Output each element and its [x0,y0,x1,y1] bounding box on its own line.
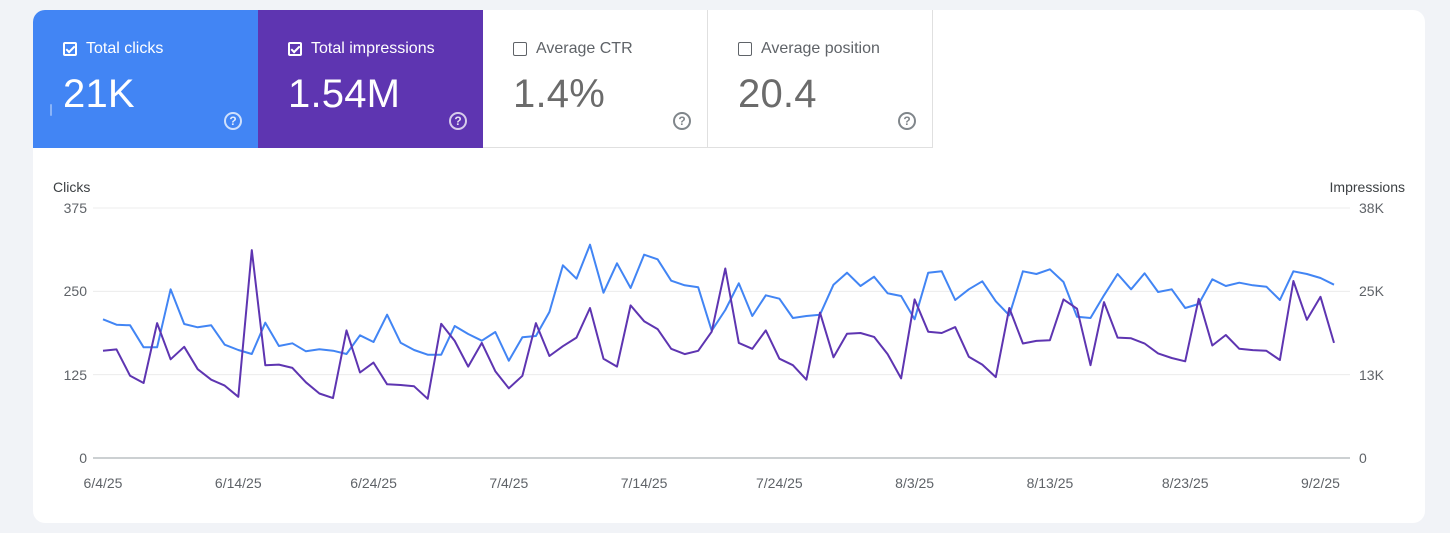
help-icon[interactable]: ? [224,112,242,130]
performance-panel: Total clicks 21K ? Total impressions 1.5… [33,10,1425,523]
average-position-checkbox-icon[interactable] [738,42,752,56]
y-right-tick-label: 25K [1359,283,1384,300]
x-tick-label: 7/14/25 [620,475,668,491]
total-clicks-value: 21K [63,72,135,116]
x-tick-label: 8/13/25 [1026,475,1074,491]
x-tick-label: 6/14/25 [214,475,262,491]
y-right-tick-label: 0 [1359,450,1367,466]
y-left-tick-label: 0 [79,450,87,466]
y-right-tick-label: 38K [1359,200,1384,216]
total-impressions-checkbox-icon[interactable] [288,42,302,56]
series-line-total-clicks [102,243,1335,362]
x-tick-label: 6/24/25 [350,475,397,491]
help-icon[interactable]: ? [898,112,916,130]
y-left-axis-title: Clicks [53,179,91,195]
line-chart [93,207,1350,459]
y-right-axis-title: Impressions [1329,179,1405,195]
x-tick-label: 6/4/25 [83,475,123,491]
x-tick-label: 8/3/25 [895,475,935,491]
x-tick-label: 9/2/25 [1301,475,1340,491]
total-clicks-checkbox-icon[interactable] [63,42,77,56]
y-left-tick-label: 250 [63,283,87,300]
help-icon[interactable]: ? [449,112,467,130]
x-tick-label: 7/24/25 [756,475,803,491]
average-ctr-value: 1.4% [513,72,605,116]
total-clicks-label: Total clicks [86,40,164,57]
total-impressions-value: 1.54M [288,72,401,116]
series-line-total-impressions [102,249,1335,400]
average-ctr-label: Average CTR [536,40,633,57]
average-ctr-checkbox-icon[interactable] [513,42,527,56]
y-right-tick-label: 13K [1359,366,1384,383]
metric-card-total-clicks[interactable]: Total clicks 21K ? [33,10,258,148]
y-left-tick-label: 375 [63,200,87,216]
x-tick-label: 7/4/25 [489,475,529,491]
y-left-tick-label: 125 [63,366,87,383]
average-position-label: Average position [761,40,880,57]
help-icon[interactable]: ? [673,112,691,130]
metric-cards: Total clicks 21K ? Total impressions 1.5… [33,10,933,148]
metric-card-total-impressions[interactable]: Total impressions 1.54M ? [258,10,483,148]
total-impressions-label: Total impressions [311,40,435,57]
average-position-value: 20.4 [738,72,817,116]
x-tick-label: 8/23/25 [1161,475,1209,491]
metric-card-average-position[interactable]: Average position 20.4 ? [708,10,933,148]
selection-marker-icon [50,104,52,116]
metric-card-average-ctr[interactable]: Average CTR 1.4% ? [483,10,708,148]
